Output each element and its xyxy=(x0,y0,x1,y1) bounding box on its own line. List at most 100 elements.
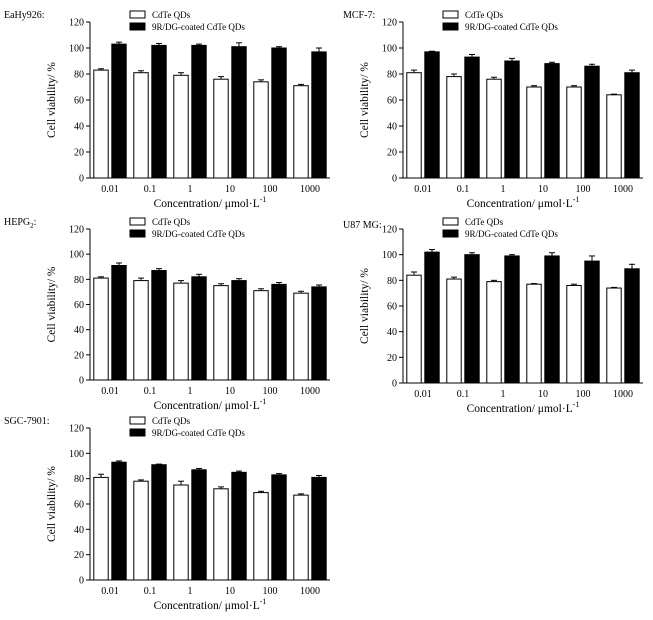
bar-coated xyxy=(271,47,287,179)
legend-label-cdte: CdTe QDs xyxy=(465,10,504,20)
bar-coated xyxy=(424,51,440,179)
x-tick-label: 1000 xyxy=(613,184,633,195)
x-axis-label-superscript: -1 xyxy=(260,597,267,606)
y-tick-label: 80 xyxy=(387,70,397,81)
x-axis-label: Concentration/ μmol·L-1 xyxy=(467,195,580,210)
bar-coated xyxy=(584,65,600,179)
y-tick-label: 80 xyxy=(74,474,84,485)
chart-panel-2: MCF-7: 0 20 40 60 80 100 120 0.01 0.1 1 10 100 1000 Co… xyxy=(343,10,643,210)
y-tick-label: 40 xyxy=(387,327,397,338)
legend-swatch-coated xyxy=(129,229,146,238)
x-tick-label: 0.1 xyxy=(144,586,157,597)
bar-cdte xyxy=(93,277,109,381)
bar-coated xyxy=(151,44,167,179)
y-tick-label: 40 xyxy=(74,325,84,336)
bar-cdte xyxy=(213,285,229,381)
y-axis-label: Cell viability/ % xyxy=(359,62,371,138)
bar-coated xyxy=(111,461,127,581)
bar-coated xyxy=(311,51,327,179)
bar-cdte xyxy=(133,480,149,581)
bar-cdte xyxy=(173,282,189,381)
bar-cdte xyxy=(173,74,189,179)
x-tick-label: 0.01 xyxy=(414,184,432,195)
y-tick-label: 60 xyxy=(74,300,84,311)
y-tick-label: 100 xyxy=(69,449,84,460)
y-tick-label: 60 xyxy=(387,302,397,313)
y-axis-label: Cell viability/ % xyxy=(46,62,58,138)
bar-cdte xyxy=(93,69,109,179)
x-tick-label: 0.01 xyxy=(101,184,119,195)
legend-swatch-coated xyxy=(442,22,459,31)
x-axis-label-superscript: -1 xyxy=(573,195,580,204)
x-axis-label-superscript: -1 xyxy=(260,397,267,406)
y-tick-label: 100 xyxy=(69,250,84,261)
x-axis-label-superscript: -1 xyxy=(260,195,267,204)
y-tick-label: 40 xyxy=(74,525,84,536)
panel-title-tail: : xyxy=(34,217,37,228)
bar-cdte xyxy=(293,494,309,581)
legend-label-cdte: CdTe QDs xyxy=(152,217,191,227)
x-tick-label: 1 xyxy=(188,386,193,397)
bar-coated xyxy=(191,469,207,581)
panel-title: U87 MG: xyxy=(343,220,382,231)
bar-cdte xyxy=(566,86,582,179)
bar-cdte xyxy=(406,72,422,179)
bar-coated xyxy=(624,72,640,179)
legend-swatch-coated xyxy=(442,229,459,238)
y-tick-label: 120 xyxy=(69,225,84,236)
bar-coated xyxy=(311,476,327,581)
x-tick-label: 0.01 xyxy=(414,389,432,400)
bar-coated xyxy=(464,254,480,384)
y-axis-label: Cell viability/ % xyxy=(46,466,58,542)
bar-cdte xyxy=(293,292,309,381)
y-tick-label: 120 xyxy=(69,18,84,29)
bar-cdte xyxy=(213,78,229,179)
legend-label-coated: 9R/DG-coated CdTe QDs xyxy=(465,229,558,239)
x-tick-label: 10 xyxy=(225,586,235,597)
bar-cdte xyxy=(133,280,149,381)
legend-label-coated: 9R/DG-coated CdTe QDs xyxy=(152,229,245,239)
panel-title: MCF-7: xyxy=(343,10,375,21)
bar-cdte xyxy=(526,283,542,384)
y-tick-label: 20 xyxy=(74,350,84,361)
y-tick-label: 80 xyxy=(74,70,84,81)
bar-cdte xyxy=(446,76,462,179)
x-tick-label: 1000 xyxy=(613,389,633,400)
x-tick-label: 1 xyxy=(501,184,506,195)
y-tick-label: 120 xyxy=(382,225,397,236)
x-tick-label: 1 xyxy=(501,389,506,400)
x-axis-label: Concentration/ μmol·L-1 xyxy=(154,195,267,210)
legend-swatch-coated xyxy=(129,22,146,31)
bar-cdte xyxy=(526,86,542,179)
bar-cdte xyxy=(173,484,189,581)
x-tick-label: 1000 xyxy=(300,586,320,597)
legend-label-cdte: CdTe QDs xyxy=(152,416,191,426)
bar-cdte xyxy=(293,85,309,179)
y-tick-label: 20 xyxy=(387,148,397,159)
bar-cdte xyxy=(446,278,462,384)
bar-coated xyxy=(464,56,480,179)
y-tick-label: 0 xyxy=(79,376,84,387)
bar-coated xyxy=(191,44,207,179)
x-tick-label: 100 xyxy=(263,586,278,597)
chart-panel-5: SGC-7901: 0 20 40 60 80 100 120 0.01 0.1 1 10 100 100… xyxy=(4,416,330,612)
bar-cdte xyxy=(486,281,502,384)
y-tick-label: 20 xyxy=(387,353,397,364)
chart-panel-1: EaHy926: 0 20 40 60 80 100 120 0.01 0.1 1 10 100 1000… xyxy=(4,10,330,210)
y-tick-label: 120 xyxy=(69,424,84,435)
y-tick-label: 0 xyxy=(392,174,397,185)
y-tick-label: 20 xyxy=(74,550,84,561)
y-tick-label: 0 xyxy=(79,174,84,185)
bar-coated xyxy=(151,464,167,581)
legend-label-cdte: CdTe QDs xyxy=(152,10,191,20)
panel-title-subscript: 2 xyxy=(30,222,34,230)
x-tick-label: 100 xyxy=(263,184,278,195)
x-tick-label: 0.1 xyxy=(144,386,157,397)
y-tick-label: 40 xyxy=(387,122,397,133)
y-tick-label: 80 xyxy=(74,275,84,286)
legend-label-coated: 9R/DG-coated CdTe QDs xyxy=(152,22,245,32)
y-tick-label: 100 xyxy=(382,250,397,261)
bar-coated xyxy=(624,268,640,384)
bar-coated xyxy=(584,260,600,384)
